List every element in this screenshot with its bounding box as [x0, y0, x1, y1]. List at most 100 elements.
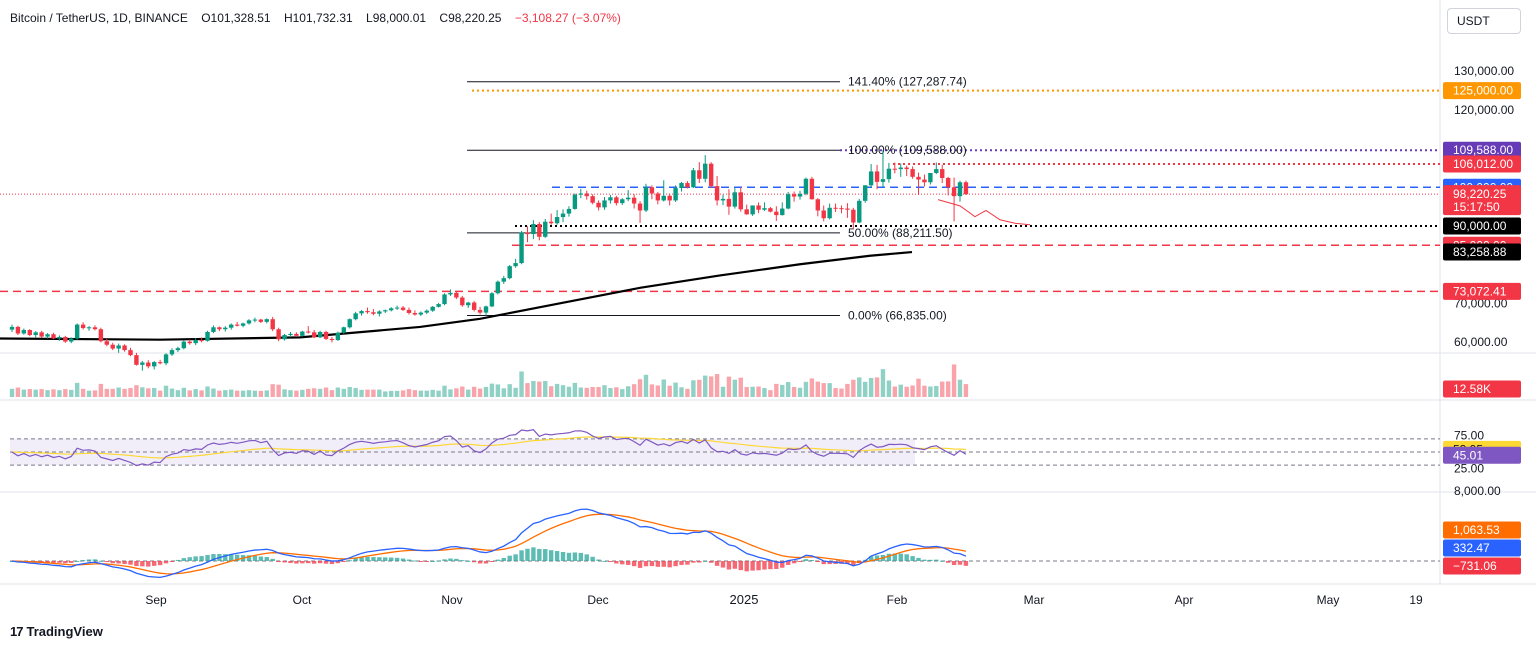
candle-body [898, 167, 903, 170]
level-label: 73,072.41 [1453, 284, 1507, 298]
candle-body [673, 188, 678, 201]
macd-histogram-bar [199, 556, 204, 561]
candle-body [679, 183, 684, 189]
macd-histogram-bar [424, 561, 429, 562]
candle-body [412, 312, 418, 315]
candle-body [98, 329, 104, 342]
candle-body [910, 169, 915, 177]
candle-body [525, 232, 530, 235]
macd-histogram-bar [673, 561, 678, 567]
volume-bar [732, 379, 738, 397]
macd-histogram-bar [311, 561, 317, 564]
macd-histogram-bar [74, 560, 80, 562]
candle-body [886, 168, 892, 180]
candle-body [122, 345, 127, 351]
volume-bar [229, 389, 234, 397]
macd-histogram-bar [276, 561, 281, 562]
macd-histogram-bar [554, 551, 560, 561]
candle-body [501, 278, 506, 282]
candle-body [620, 199, 625, 204]
volume-bar [217, 390, 222, 397]
macd-histogram-bar [116, 561, 121, 564]
macd-histogram-bar [910, 556, 915, 561]
time-tick-label: 19 [1409, 593, 1423, 607]
volume-bar [63, 389, 68, 397]
fib-label: 50.00% (88,211.50) [848, 226, 953, 240]
volume-bar [311, 388, 317, 397]
candle-body [495, 281, 501, 294]
candle-body [857, 200, 862, 223]
candle-body [649, 187, 655, 194]
volume-bar [306, 388, 311, 397]
macd-histogram-bar [270, 558, 275, 561]
volume-bar [886, 380, 892, 397]
volume-bar [460, 386, 465, 397]
volume-bar [169, 388, 175, 397]
macd-histogram-bar [152, 561, 157, 566]
candle-body [916, 176, 921, 180]
tradingview-logo[interactable]: 17 TradingView [10, 624, 103, 639]
candle-body [104, 341, 109, 345]
level-label-bg [1443, 282, 1521, 300]
macd-histogram-bar [774, 561, 779, 569]
macd-histogram-bar [406, 559, 412, 561]
volume-bar [566, 386, 572, 397]
volume-bar [679, 387, 684, 397]
candle-body [229, 324, 234, 328]
last-price-label: 98,220.25 [1453, 187, 1507, 201]
volume-bar [744, 387, 749, 397]
macd-histogram-bar [815, 561, 820, 562]
macd-histogram-bar [620, 561, 625, 565]
symbol-title[interactable]: Bitcoin / TetherUS, 1D, BINANCE [10, 11, 188, 25]
volume-bar [128, 388, 133, 397]
macd-histogram-bar [80, 560, 86, 562]
macd-histogram-bar [45, 561, 50, 563]
macd-histogram-bar [69, 561, 74, 563]
candle-body [223, 327, 228, 330]
volume-bar [910, 385, 915, 397]
volume-bar [513, 387, 518, 397]
volume-bar [602, 385, 607, 397]
candle-body [63, 336, 68, 342]
macd-histogram-bar [323, 561, 329, 564]
macd-histogram-bar [246, 555, 252, 561]
macd-histogram-bar [175, 559, 181, 561]
candle-body [57, 336, 62, 339]
macd-signal-label-bg [1443, 521, 1521, 539]
volume-bar [803, 381, 809, 397]
candle-body [732, 192, 738, 207]
volume-bar [365, 389, 370, 397]
macd-histogram-bar [732, 561, 738, 569]
macd-histogram-bar [377, 557, 382, 561]
volume-bar [264, 390, 269, 397]
volume-bar [578, 387, 583, 397]
volume-bar [418, 390, 424, 397]
macd-histogram-bar [963, 561, 969, 566]
candle-body [945, 177, 951, 188]
volume-bar [86, 390, 92, 397]
macd-histogram-bar [756, 561, 761, 571]
macd-histogram-bar [922, 559, 927, 561]
volume-bar [797, 387, 803, 397]
currency-button[interactable]: USDT [1447, 8, 1521, 34]
candle-body [815, 199, 820, 211]
candle-body [507, 266, 512, 279]
volume-bar [383, 391, 388, 397]
rsi-line [11, 429, 967, 467]
price-tick-label: 120,000.00 [1454, 103, 1514, 117]
volume-bar [572, 382, 578, 397]
volume-bar [377, 389, 382, 397]
candle-body [163, 354, 169, 364]
macd-histogram-bar [92, 559, 98, 561]
volume-bar [898, 384, 903, 397]
volume-bar [436, 390, 441, 397]
candle-body [631, 197, 637, 204]
volume-bar [525, 383, 530, 397]
macd-hist-label-bg [1443, 557, 1521, 575]
macd-histogram-bar [359, 557, 364, 561]
candle-body [74, 324, 80, 339]
volume-bar [33, 389, 38, 397]
candle-body [714, 186, 720, 201]
